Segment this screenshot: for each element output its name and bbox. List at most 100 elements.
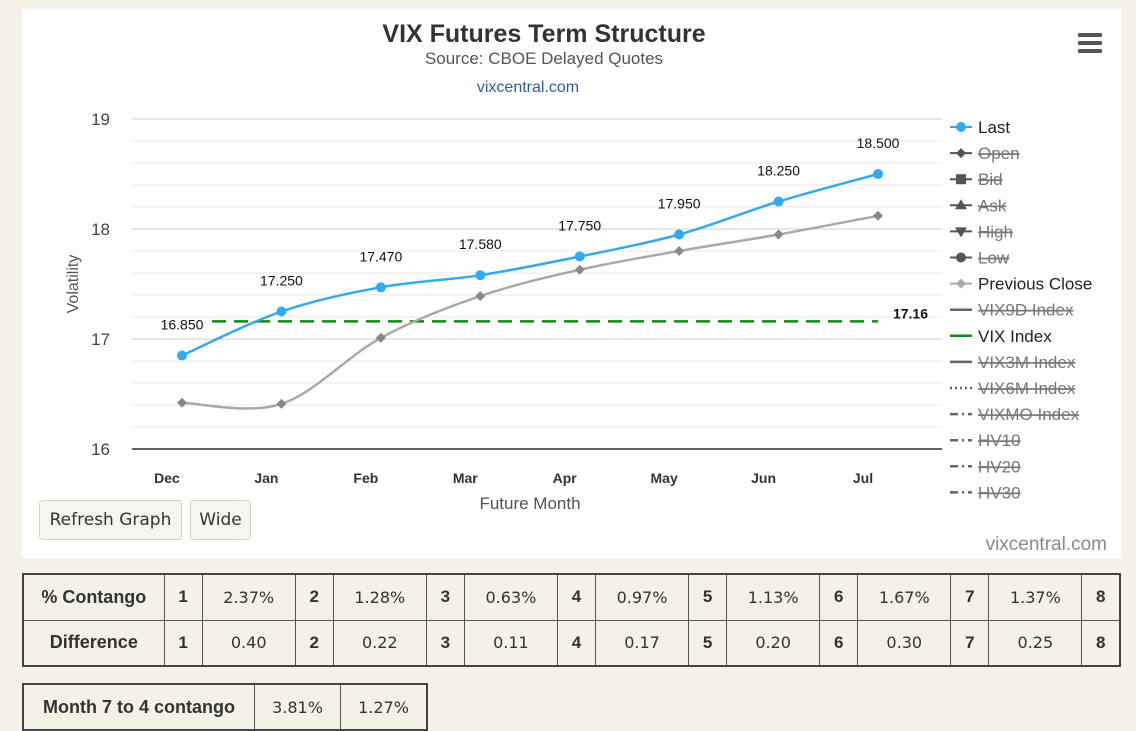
legend-marker: [955, 227, 967, 238]
legend-marker: [955, 199, 967, 210]
x-tick-label: Feb: [353, 470, 378, 486]
data-label: 17.950: [658, 196, 701, 212]
chart-subtitle: Source: CBOE Delayed Quotes: [425, 49, 663, 68]
last-point: [574, 251, 585, 262]
value-cell: 0.20: [726, 619, 821, 667]
previous-close-point: [773, 229, 784, 240]
legend-item[interactable]: HV20: [978, 457, 1021, 476]
value-cell: 1.37%: [988, 573, 1083, 621]
last-point: [873, 169, 883, 179]
x-tick-label: Jul: [853, 470, 873, 486]
month-index-cell: 8: [1081, 573, 1121, 621]
value-cell: 0.22: [332, 619, 427, 667]
month-index-cell: 7: [950, 573, 990, 621]
last-point: [475, 270, 486, 281]
legend-item[interactable]: VIXMO Index: [978, 405, 1080, 424]
source-link: vixcentral.com: [477, 79, 579, 96]
month-index-cell: 3: [425, 619, 465, 667]
month-index-cell: 4: [556, 619, 596, 667]
month-index-cell: 2: [294, 619, 334, 667]
legend-marker: [956, 174, 966, 185]
last-point: [276, 306, 287, 317]
contango-row: Difference 1 0.40 2 0.22 3 0.11 4 0.17 5 0.20 6 0.30…: [22, 619, 1121, 667]
x-tick-label: May: [651, 470, 678, 486]
previous-close-line: [181, 214, 879, 410]
last-point: [674, 229, 685, 240]
wide-button[interactable]: Wide: [190, 500, 251, 540]
month-index-cell: 8: [1081, 619, 1121, 667]
y-tick-label: 19: [91, 110, 110, 129]
legend-item[interactable]: VIX Index: [978, 327, 1052, 346]
data-label: 17.250: [260, 273, 303, 289]
legend-item[interactable]: High: [978, 222, 1013, 241]
legend-marker: [956, 278, 966, 289]
legend-item[interactable]: Low: [978, 249, 1010, 268]
month-index-cell: 3: [425, 573, 465, 621]
previous-close-point: [873, 210, 883, 221]
previous-close-point: [276, 398, 287, 409]
month-contango-value: 3.81%: [254, 683, 341, 731]
x-tick-label: Jun: [751, 470, 776, 486]
row-label: % Contango: [22, 573, 165, 621]
row-label: Difference: [22, 619, 165, 667]
legend-item[interactable]: VIX6M Index: [978, 379, 1076, 398]
data-label: 17.470: [359, 248, 402, 264]
month-index-cell: 1: [163, 619, 203, 667]
footer-credit[interactable]: vixcentral.com: [985, 534, 1107, 555]
month-index-cell: 6: [819, 619, 859, 667]
month-contango-label: Month 7 to 4 contango: [22, 683, 255, 731]
legend-item[interactable]: HV10: [978, 431, 1021, 450]
previous-close-point: [177, 397, 187, 408]
month-index-cell: 1: [163, 573, 203, 621]
month-index-cell: 6: [819, 573, 859, 621]
value-cell: 0.25: [988, 619, 1083, 667]
legend-item[interactable]: HV30: [978, 483, 1021, 502]
previous-close-point: [674, 246, 685, 256]
last-line: [181, 172, 879, 357]
previous-close-point: [375, 332, 386, 343]
data-label: 18.250: [757, 163, 800, 179]
legend-marker: [956, 148, 966, 159]
menu-icon[interactable]: [1078, 33, 1102, 55]
x-axis-label: Future Month: [479, 494, 580, 513]
legend-marker: [956, 122, 966, 132]
previous-close-point: [475, 291, 486, 302]
chart-panel: VIX Futures Term Structure Source: CBOE D…: [22, 9, 1121, 558]
last-point: [375, 282, 386, 293]
legend-item[interactable]: Open: [978, 144, 1020, 163]
month-index-cell: 5: [688, 573, 728, 621]
value-cell: 0.63%: [463, 573, 558, 621]
y-tick-label: 17: [91, 330, 110, 349]
value-cell: 0.30: [857, 619, 952, 667]
value-cell: 0.97%: [594, 573, 690, 621]
month-contango-value: 1.27%: [340, 683, 428, 731]
month-index-cell: 2: [294, 573, 334, 621]
legend-item[interactable]: Previous Close: [978, 275, 1092, 294]
month-index-cell: 4: [556, 573, 596, 621]
legend-item[interactable]: Bid: [978, 170, 1003, 189]
month-index-cell: 5: [688, 619, 728, 667]
x-tick-label: Mar: [453, 470, 478, 486]
value-cell: 0.40: [201, 619, 296, 667]
y-tick-label: 18: [91, 220, 110, 239]
x-tick-label: Apr: [553, 470, 578, 486]
vix-index-label: 17.16: [893, 305, 928, 321]
legend-item[interactable]: Ask: [978, 196, 1007, 215]
last-point: [773, 196, 784, 207]
x-tick-label: Jan: [254, 470, 278, 486]
refresh-graph-button[interactable]: Refresh Graph: [39, 500, 182, 540]
legend-item[interactable]: Last: [978, 118, 1010, 137]
value-cell: 1.67%: [857, 573, 952, 621]
data-label: 17.580: [459, 236, 502, 252]
data-label: 17.750: [558, 218, 601, 234]
legend-item[interactable]: VIX3M Index: [978, 353, 1076, 372]
month-contango-table: Month 7 to 4 contango 3.81% 1.27%: [22, 683, 428, 731]
y-tick-label: 16: [91, 440, 110, 459]
previous-close-point: [574, 264, 585, 275]
month-index-cell: 7: [950, 619, 990, 667]
value-cell: 0.17: [594, 619, 690, 667]
legend-item[interactable]: VIX9D Index: [978, 301, 1074, 320]
value-cell: 2.37%: [201, 573, 296, 621]
data-label: 18.500: [857, 135, 900, 151]
